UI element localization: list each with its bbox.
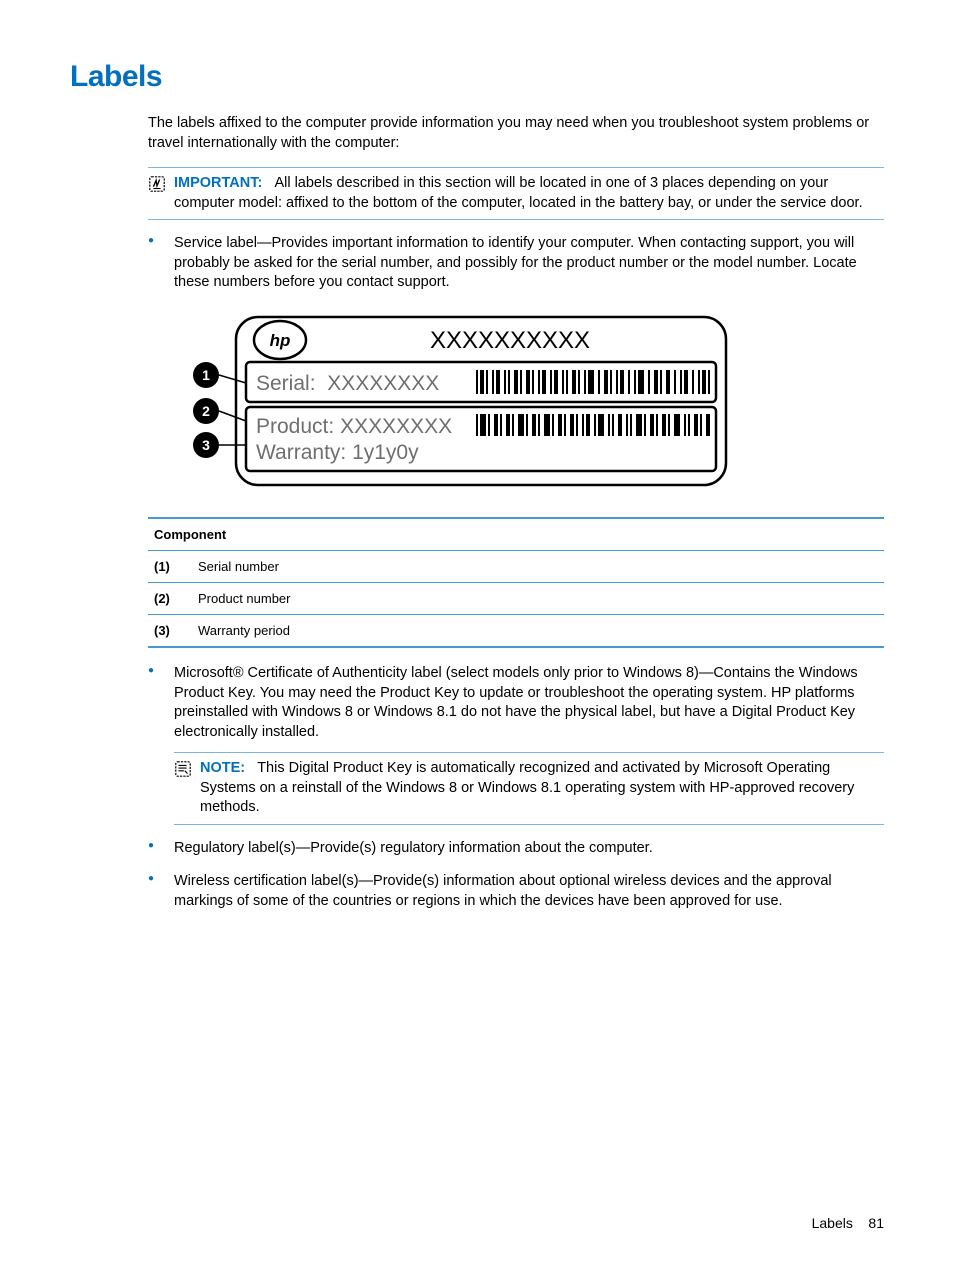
diagram-product-value: XXXXXXXX bbox=[340, 415, 452, 438]
diagram-product-label: Product: bbox=[256, 415, 334, 438]
callout-3: 3 bbox=[193, 432, 246, 458]
second-bullet-list: Microsoft® Certificate of Authenticity l… bbox=[148, 664, 884, 912]
diagram-warranty-label: Warranty: bbox=[256, 441, 346, 464]
footer-section: Labels bbox=[812, 1215, 853, 1231]
component-table: Component (1) Serial number (2) Product … bbox=[148, 517, 884, 648]
bullet-wireless: Wireless certification label(s)—Provide(… bbox=[148, 872, 884, 911]
page-footer: Labels 81 bbox=[812, 1215, 884, 1231]
svg-text:1: 1 bbox=[202, 367, 210, 383]
row-value: Product number bbox=[192, 582, 884, 614]
table-header-row: Component bbox=[148, 518, 884, 551]
important-icon bbox=[148, 175, 166, 193]
note-icon bbox=[174, 760, 192, 778]
row-index: (2) bbox=[148, 582, 192, 614]
bullet-regulatory: Regulatory label(s)—Provide(s) regulator… bbox=[148, 839, 884, 859]
barcode-serial bbox=[476, 370, 710, 394]
note-label: NOTE: bbox=[200, 760, 245, 776]
hp-logo: hp bbox=[254, 321, 306, 359]
note-text: NOTE: This Digital Product Key is automa… bbox=[200, 759, 884, 818]
svg-text:hp: hp bbox=[270, 331, 291, 350]
first-bullet-list: Service label—Provides important informa… bbox=[148, 234, 884, 293]
svg-text:3: 3 bbox=[202, 437, 210, 453]
diagram-warranty-value: 1y1y0y bbox=[352, 441, 419, 464]
svg-text:Warranty: 1y1y0y: Warranty: 1y1y0y bbox=[256, 441, 419, 464]
bullet-service-label: Service label—Provides important informa… bbox=[148, 234, 884, 293]
bullet-coa-text: Microsoft® Certificate of Authenticity l… bbox=[174, 665, 858, 740]
diagram-serial-value: XXXXXXXX bbox=[327, 372, 439, 395]
diagram-serial-label: Serial: bbox=[256, 372, 316, 395]
important-body: All labels described in this section wil… bbox=[174, 175, 863, 211]
svg-text:Product: XXXXXXXX: Product: XXXXXXXX bbox=[256, 415, 452, 438]
bullet-coa: Microsoft® Certificate of Authenticity l… bbox=[148, 664, 884, 825]
barcode-product bbox=[476, 414, 710, 436]
row-index: (1) bbox=[148, 550, 192, 582]
note-body: This Digital Product Key is automaticall… bbox=[200, 760, 854, 815]
row-value: Warranty period bbox=[192, 614, 884, 647]
service-label-diagram: 1 2 3 hp XXXXXXXXXX bbox=[190, 313, 884, 489]
row-index: (3) bbox=[148, 614, 192, 647]
intro-paragraph: The labels affixed to the computer provi… bbox=[148, 114, 884, 153]
table-header: Component bbox=[148, 518, 884, 551]
callout-2: 2 bbox=[193, 398, 246, 424]
table-row: (2) Product number bbox=[148, 582, 884, 614]
diagram-title: XXXXXXXXXX bbox=[430, 327, 590, 354]
callout-1: 1 bbox=[193, 362, 246, 388]
important-label: IMPORTANT: bbox=[174, 175, 262, 191]
footer-page: 81 bbox=[868, 1215, 884, 1231]
note-callout: NOTE: This Digital Product Key is automa… bbox=[174, 752, 884, 825]
row-value: Serial number bbox=[192, 550, 884, 582]
body-content: The labels affixed to the computer provi… bbox=[148, 114, 884, 912]
important-callout: IMPORTANT: All labels described in this … bbox=[148, 167, 884, 220]
important-text: IMPORTANT: All labels described in this … bbox=[174, 174, 884, 213]
svg-text:Serial: XXXXXXXX: Serial: XXXXXXXX bbox=[256, 372, 439, 395]
table-row: (3) Warranty period bbox=[148, 614, 884, 647]
table-row: (1) Serial number bbox=[148, 550, 884, 582]
svg-text:2: 2 bbox=[202, 403, 210, 419]
page-heading: Labels bbox=[70, 60, 884, 94]
